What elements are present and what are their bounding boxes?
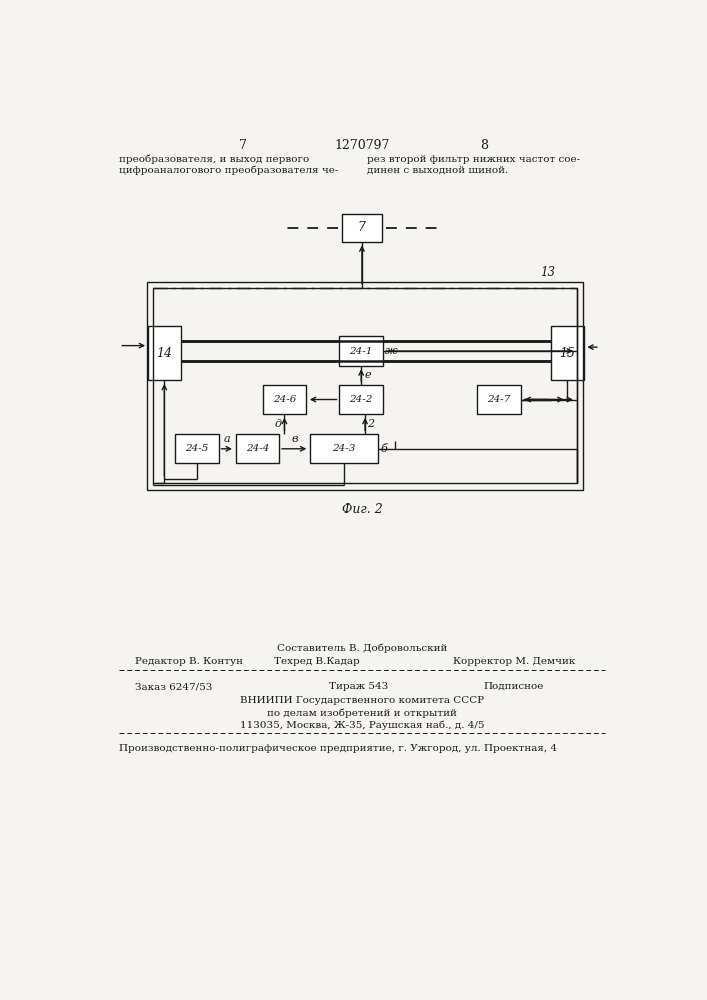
Text: Корректор М. Демчик: Корректор М. Демчик xyxy=(452,657,575,666)
Bar xyxy=(339,336,383,366)
Bar xyxy=(339,385,383,414)
Text: Производственно-полиграфическое предприятие, г. Ужгород, ул. Проектная, 4: Производственно-полиграфическое предприя… xyxy=(119,744,557,753)
Bar xyxy=(175,434,218,463)
Text: а: а xyxy=(224,434,230,444)
Text: 24-2: 24-2 xyxy=(349,395,373,404)
Text: динен с выходной шиной.: динен с выходной шиной. xyxy=(368,165,508,174)
Text: е: е xyxy=(364,370,371,380)
Text: в: в xyxy=(291,434,298,444)
Text: 24-1: 24-1 xyxy=(349,347,373,356)
Text: Заказ 6247/53: Заказ 6247/53 xyxy=(135,682,212,691)
Text: 15: 15 xyxy=(559,347,575,360)
Text: ВНИИПИ Государственного комитета СССР: ВНИИПИ Государственного комитета СССР xyxy=(240,696,484,705)
Bar xyxy=(341,214,382,242)
Text: Составитель В. Добровольский: Составитель В. Добровольский xyxy=(276,644,447,653)
Text: д: д xyxy=(274,419,281,429)
Bar xyxy=(477,385,521,414)
Text: 1270797: 1270797 xyxy=(334,139,390,152)
Bar xyxy=(263,385,306,414)
Bar xyxy=(147,282,583,490)
Bar xyxy=(148,326,180,380)
Text: 24-7: 24-7 xyxy=(487,395,511,404)
Bar xyxy=(310,434,378,463)
Text: 13: 13 xyxy=(540,266,555,279)
Text: по делам изобретений и открытий: по делам изобретений и открытий xyxy=(267,708,457,718)
Text: Фиг. 2: Фиг. 2 xyxy=(341,503,382,516)
Text: 8: 8 xyxy=(479,139,488,152)
Bar xyxy=(551,326,583,380)
Text: 24-5: 24-5 xyxy=(185,444,209,453)
Text: 24-4: 24-4 xyxy=(245,444,269,453)
Text: 24-6: 24-6 xyxy=(273,395,296,404)
Text: цифроаналогового преобразователя че-: цифроаналогового преобразователя че- xyxy=(119,165,339,175)
Text: 24-3: 24-3 xyxy=(332,444,356,453)
Bar xyxy=(235,434,279,463)
Text: ж: ж xyxy=(385,346,398,356)
Text: Подписное: Подписное xyxy=(484,682,544,691)
Text: б: б xyxy=(380,444,387,454)
Text: Тираж 543: Тираж 543 xyxy=(329,682,388,691)
Text: преобразователя, и выход первого: преобразователя, и выход первого xyxy=(119,155,310,164)
Text: Редактор В. Контун: Редактор В. Контун xyxy=(135,657,243,666)
Text: 7: 7 xyxy=(358,221,366,234)
Text: 14: 14 xyxy=(156,347,173,360)
Text: 7: 7 xyxy=(240,139,247,152)
Text: Техред В.Кадар: Техред В.Кадар xyxy=(274,657,360,666)
Text: 2: 2 xyxy=(368,419,375,429)
Text: рез второй фильтр нижних частот сое-: рез второй фильтр нижних частот сое- xyxy=(368,155,580,164)
Bar xyxy=(153,288,577,483)
Text: 113035, Москва, Ж-35, Раушская наб., д. 4/5: 113035, Москва, Ж-35, Раушская наб., д. … xyxy=(240,721,484,730)
